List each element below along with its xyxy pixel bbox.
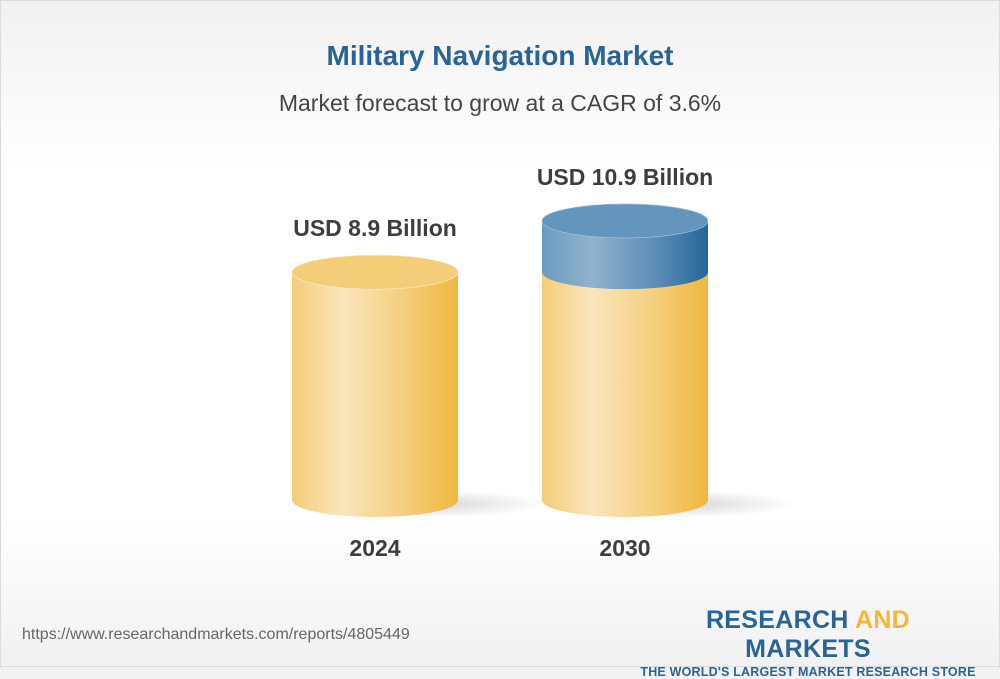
data-label: USD 10.9 Billion bbox=[537, 164, 713, 190]
cylinder-body-base bbox=[292, 272, 458, 517]
chart-title: Military Navigation Market bbox=[326, 40, 674, 71]
x-tick-label: 2024 bbox=[349, 535, 400, 561]
cylinder-body-base bbox=[542, 272, 708, 517]
cylinder-top bbox=[541, 203, 709, 239]
logo-tagline: THE WORLD'S LARGEST MARKET RESEARCH STOR… bbox=[640, 665, 976, 679]
chart-subtitle: Market forecast to grow at a CAGR of 3.6… bbox=[278, 90, 722, 116]
logo-text: RESEARCH bbox=[705, 606, 855, 634]
x-tick-label: 2030 bbox=[599, 535, 650, 561]
cylinder-top bbox=[291, 254, 459, 290]
cylinder-body-growth bbox=[542, 220, 708, 290]
logo-text: MARKETS bbox=[745, 635, 871, 663]
data-label: USD 8.9 Billion bbox=[293, 215, 457, 241]
source-url[interactable]: https://www.researchandmarkets.com/repor… bbox=[22, 626, 410, 643]
research-and-markets-logo: RESEARCH AND MARKETS THE WORLD'S LARGEST… bbox=[640, 606, 976, 679]
logo-text-and: AND bbox=[854, 606, 911, 634]
